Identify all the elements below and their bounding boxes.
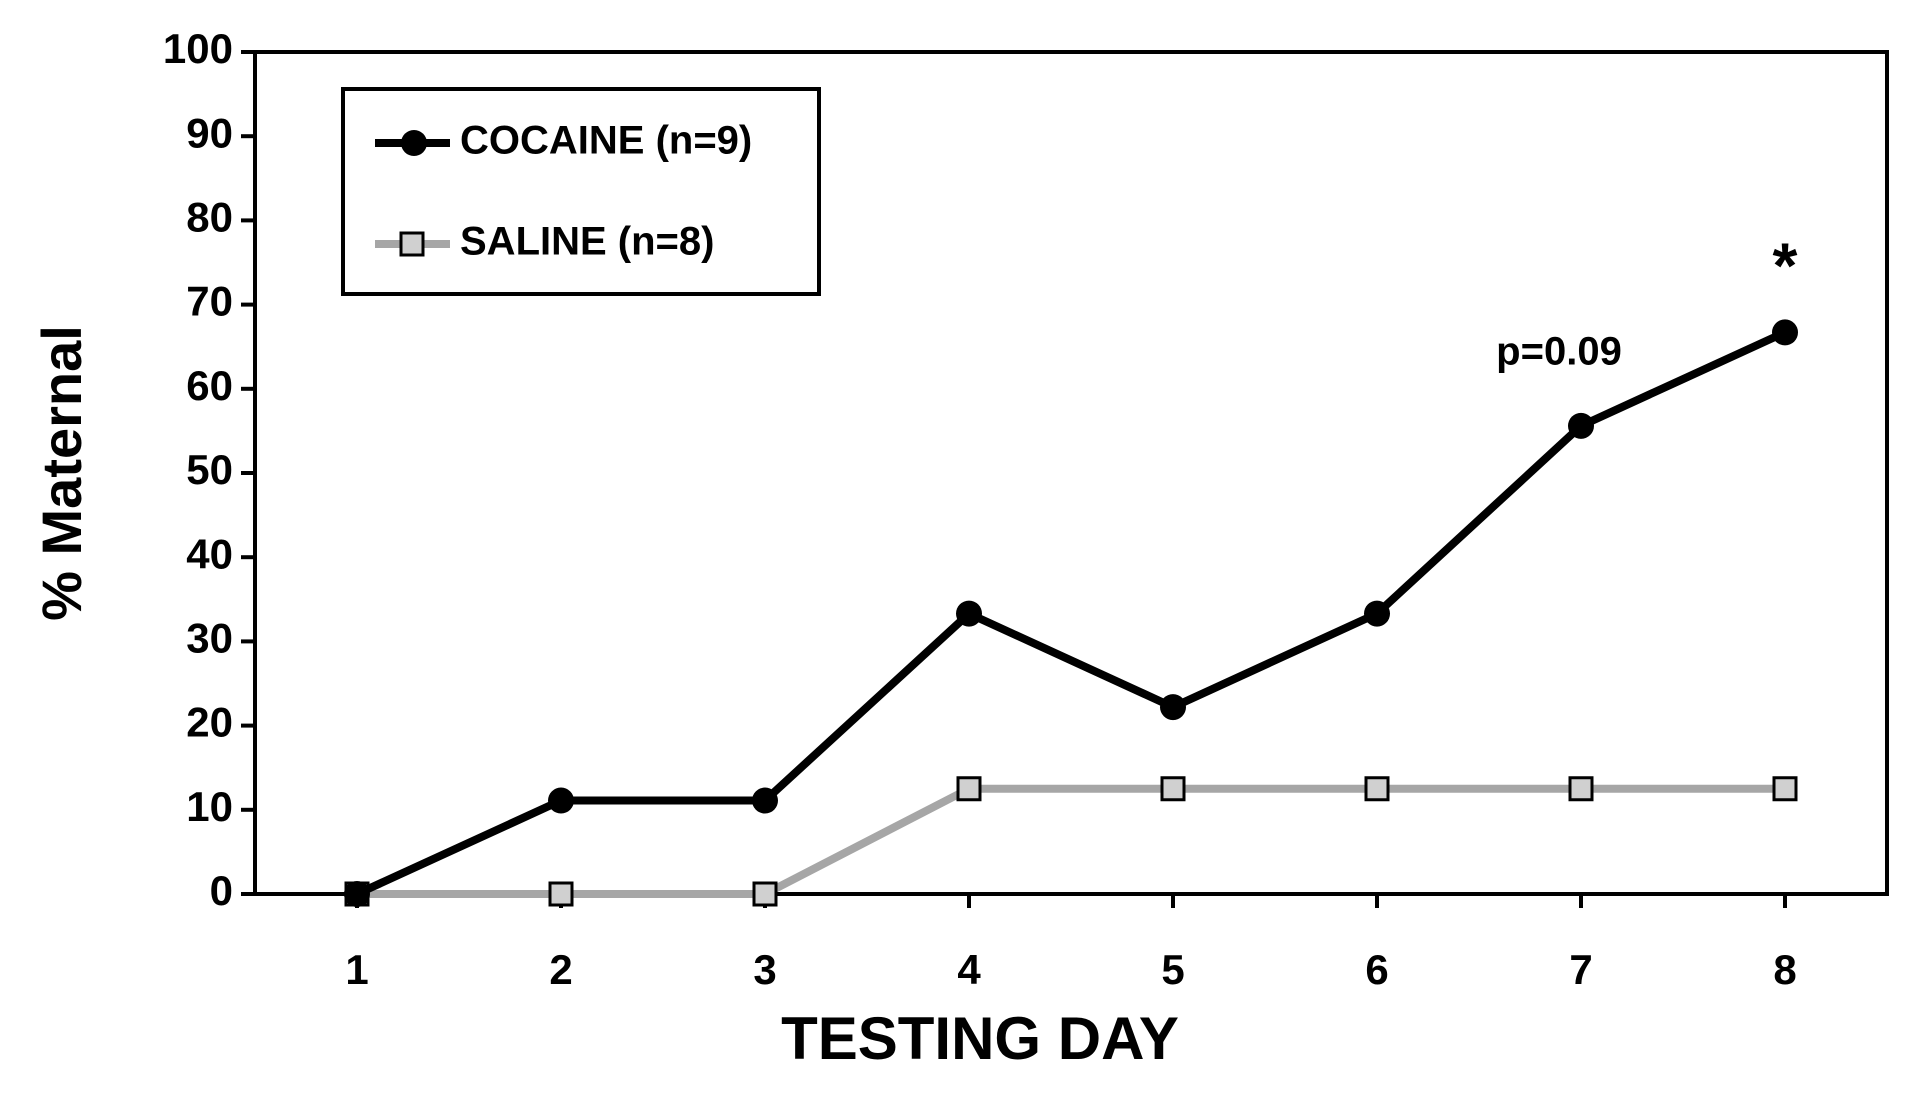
legend-box [341,87,821,296]
y-axis-title: % Maternal [30,325,93,621]
series-line [357,784,1785,898]
data-point [1364,600,1390,627]
y-tick-label: 60 [186,362,233,409]
data-point [956,600,982,627]
legend-marker [401,130,427,156]
x-tick-label: 6 [1365,946,1388,993]
data-point [1772,776,1798,802]
data-point [1160,776,1186,802]
y-tick-label: 80 [186,193,233,240]
y-tick-label: 100 [163,25,233,72]
x-tick-label: 8 [1773,946,1796,993]
y-tick-label: 0 [210,867,233,914]
series-line [355,328,1787,898]
annotation: * [1773,229,1798,301]
data-point [1772,319,1798,346]
data-point [1568,412,1594,439]
x-tick-label: 1 [345,946,368,993]
x-tick-label: 3 [753,946,776,993]
y-tick-label: 90 [186,109,233,156]
data-point [1568,776,1594,802]
x-tick-label: 4 [957,946,981,993]
y-tick-label: 40 [186,530,233,577]
data-point [956,776,982,802]
data-point [344,881,370,907]
data-point [1160,694,1186,721]
y-tick-label: 50 [186,446,233,493]
y-tick-label: 10 [186,783,233,830]
data-point [1364,776,1390,802]
legend-label: SALINE (n=8) [460,220,714,264]
y-tick-label: 30 [186,614,233,661]
legend-label: COCAINE (n=9) [460,119,752,163]
x-tick-label: 2 [549,946,572,993]
data-point [548,787,574,814]
x-tick-label: 7 [1569,946,1592,993]
x-tick-label: 5 [1161,946,1184,993]
legend-marker [399,231,425,257]
data-point [752,787,778,814]
annotation: p=0.09 [1496,329,1622,373]
data-point [548,881,574,907]
y-tick-label: 20 [186,699,233,746]
x-axis-title: TESTING DAY [781,1005,1179,1072]
data-point [752,881,778,907]
y-tick-label: 70 [186,278,233,325]
